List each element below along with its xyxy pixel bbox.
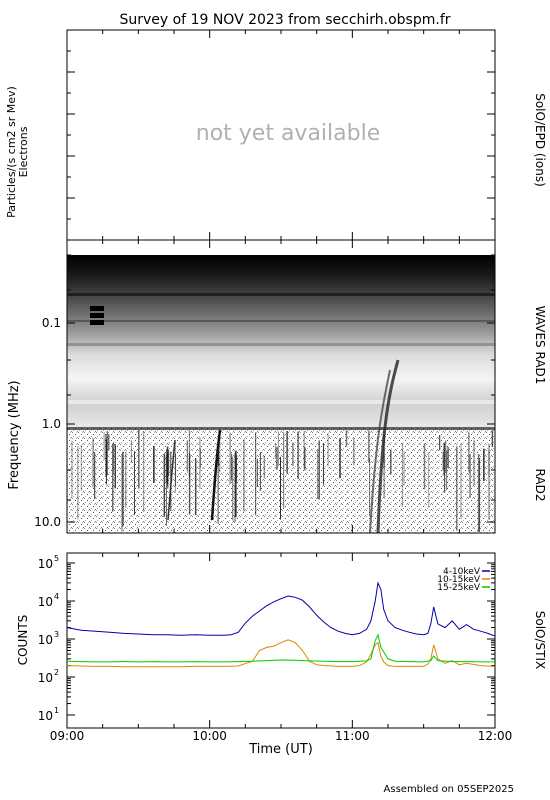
rad1-artifact (90, 313, 104, 318)
stix-y-tick-exponent: 4 (54, 592, 59, 601)
rad1-band-dark-1 (67, 293, 495, 296)
epd-side-label: SolO/EPD (ions) (533, 93, 547, 187)
stix-y-tick-label: 10 (38, 595, 53, 609)
waves-y-tick-label: 10.0 (34, 515, 61, 529)
legend-label: 15-25keV (437, 583, 481, 593)
rad1-artifact (90, 320, 104, 325)
type-iii-burst (369, 369, 391, 534)
stix-series (67, 581, 495, 668)
rad2-boundary (67, 427, 495, 430)
x-tick-label: 11:00 (335, 729, 370, 743)
epd-panel: not yet available Particles/(s cm2 sr Me… (5, 29, 547, 241)
x-axis-label: Time (UT) (248, 742, 313, 757)
type-iii-burst (210, 429, 222, 521)
rad1-band-light (67, 400, 495, 404)
stix-series-line (67, 581, 495, 637)
stix-y-tick-exponent: 3 (54, 630, 59, 639)
epd-ylabel-species: Electrons (17, 126, 30, 177)
stix-y-tick-exponent: 1 (54, 706, 59, 715)
waves-yticks: 0.1 1.0 10.0 (34, 240, 496, 533)
rad1-spectrogram (67, 255, 495, 427)
waves-side-label-rad1: WAVES RAD1 (533, 306, 547, 385)
stix-xticks: 09:00 10:00 11:00 12:00 (50, 553, 513, 743)
stix-frame (66, 552, 496, 729)
stix-y-tick-label: 10 (38, 557, 53, 571)
waves-side-label-rad2: RAD2 (533, 469, 547, 502)
x-tick-label: 12:00 (478, 729, 513, 743)
waves-y-tick-label: 1.0 (42, 417, 61, 431)
legend-label: 4-10keV (443, 567, 481, 577)
stix-series-line (67, 639, 495, 668)
epd-ticks (66, 30, 496, 240)
rad2-streaks (71, 430, 494, 532)
x-tick-label: 10:00 (192, 729, 227, 743)
waves-ylabel: Frequency (MHz) (7, 380, 22, 489)
rad1-artifact (90, 306, 104, 311)
stix-y-tick-label: 10 (38, 633, 53, 647)
epd-placeholder: not yet available (196, 121, 381, 146)
x-tick-label: 09:00 (50, 729, 85, 743)
stix-y-tick-exponent: 2 (54, 668, 59, 677)
assembled-footer: Assembled on 05SEP2025 (384, 784, 514, 795)
type-iii-burst (376, 359, 400, 534)
stix-y-tick-exponent: 5 (54, 554, 59, 563)
stix-side-label: SolO/STIX (533, 611, 547, 670)
stix-y-tick-label: 10 (38, 709, 53, 723)
epd-ylabel-units: Particles/(s cm2 sr Mev) (5, 86, 18, 218)
waves-y-tick-label: 0.1 (42, 316, 61, 330)
stix-y-tick-label: 10 (38, 671, 53, 685)
stix-series-line (67, 633, 495, 663)
stix-ylabel: COUNTS (16, 615, 30, 666)
rad1-band-dark-2 (67, 320, 495, 322)
epd-frame (66, 29, 496, 241)
waves-panel: 0.1 1.0 10.0 Frequency (MHz) WAVES RAD1 RA… (7, 239, 547, 534)
type-iii-burst (167, 439, 176, 521)
rad1-band-dark-3 (67, 343, 495, 346)
figure-title: Survey of 19 NOV 2023 from secchirh.obsp… (119, 12, 450, 28)
legend-label: 10-15keV (437, 575, 481, 585)
